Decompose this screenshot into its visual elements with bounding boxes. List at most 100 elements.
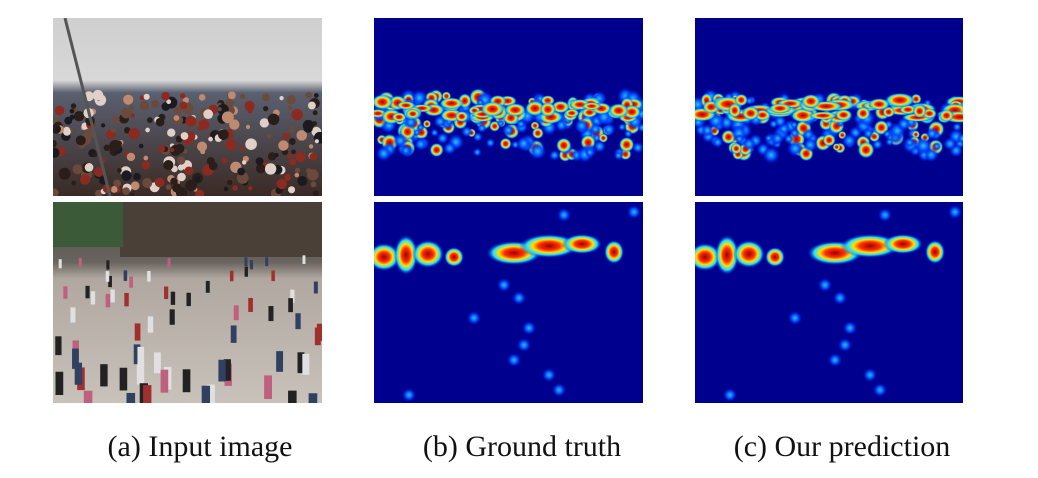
person	[55, 336, 62, 356]
person	[225, 98, 234, 107]
person	[249, 260, 254, 270]
person	[274, 152, 279, 158]
person	[130, 192, 135, 196]
person	[90, 291, 96, 305]
person	[291, 149, 296, 155]
density-blob	[496, 119, 505, 128]
person	[278, 140, 289, 151]
person	[75, 135, 86, 146]
person	[101, 123, 106, 128]
person	[308, 144, 314, 149]
person	[54, 105, 65, 116]
person	[259, 118, 270, 128]
person	[123, 94, 134, 105]
person	[63, 126, 71, 134]
person	[164, 286, 169, 300]
density-blob	[789, 127, 800, 139]
density-blob	[832, 142, 841, 152]
density-blob	[862, 127, 875, 140]
person	[229, 119, 240, 130]
person	[58, 259, 62, 269]
density-blob	[604, 240, 624, 264]
density-blob	[552, 383, 566, 397]
person	[143, 155, 149, 161]
density-blob	[436, 132, 449, 145]
density-blob	[734, 93, 749, 107]
density-blob	[765, 247, 785, 267]
density-blob	[555, 137, 572, 154]
person	[297, 176, 308, 187]
density-blob	[733, 240, 765, 268]
person	[167, 258, 171, 268]
density-blob	[504, 103, 527, 117]
person	[305, 91, 312, 99]
person	[248, 297, 253, 312]
person	[239, 93, 246, 99]
density-blob	[501, 123, 515, 137]
person	[198, 94, 206, 101]
person	[71, 180, 77, 186]
person	[138, 143, 144, 149]
person	[120, 107, 132, 119]
density-blob	[497, 278, 511, 292]
density-blob	[695, 243, 721, 271]
person	[130, 113, 135, 118]
person	[70, 103, 77, 109]
person	[290, 289, 295, 303]
person	[93, 166, 104, 178]
density-blob	[461, 125, 473, 138]
density-blob	[539, 101, 557, 118]
density-blob	[632, 141, 643, 154]
person	[228, 91, 236, 100]
density-blob	[480, 101, 505, 117]
person	[266, 133, 272, 139]
person	[147, 270, 151, 282]
person	[161, 102, 171, 111]
density-blob	[790, 120, 799, 129]
person	[139, 95, 145, 100]
building	[120, 202, 322, 257]
person	[100, 364, 108, 387]
density-blob	[618, 123, 627, 132]
person	[151, 99, 160, 109]
density-blob	[818, 278, 832, 292]
person	[123, 270, 128, 281]
person	[103, 144, 111, 152]
person	[92, 89, 104, 101]
person	[78, 257, 82, 267]
person	[197, 141, 208, 152]
person	[147, 316, 154, 333]
density-blob	[584, 147, 596, 158]
person	[282, 132, 290, 140]
person	[139, 100, 150, 111]
density-blob	[517, 338, 531, 352]
person	[158, 145, 166, 153]
person	[208, 136, 213, 142]
density-blob	[414, 137, 428, 151]
person	[177, 156, 186, 165]
person	[129, 104, 135, 110]
person	[160, 369, 169, 393]
person	[55, 126, 61, 132]
person	[248, 186, 253, 191]
person	[279, 95, 284, 101]
person	[255, 157, 264, 166]
density-blob	[627, 205, 641, 219]
person	[73, 111, 85, 122]
person	[72, 164, 83, 175]
person	[296, 130, 308, 141]
density-blob	[762, 146, 780, 164]
person	[109, 139, 122, 152]
person	[129, 276, 133, 288]
density-blob	[542, 368, 556, 382]
person	[83, 390, 93, 403]
person	[186, 292, 191, 307]
person	[128, 128, 140, 140]
density-blob	[516, 135, 532, 152]
density-blob	[863, 368, 877, 382]
person	[313, 281, 318, 294]
person	[106, 260, 110, 270]
density-blob	[728, 102, 742, 118]
person	[218, 129, 229, 141]
person	[295, 313, 301, 330]
